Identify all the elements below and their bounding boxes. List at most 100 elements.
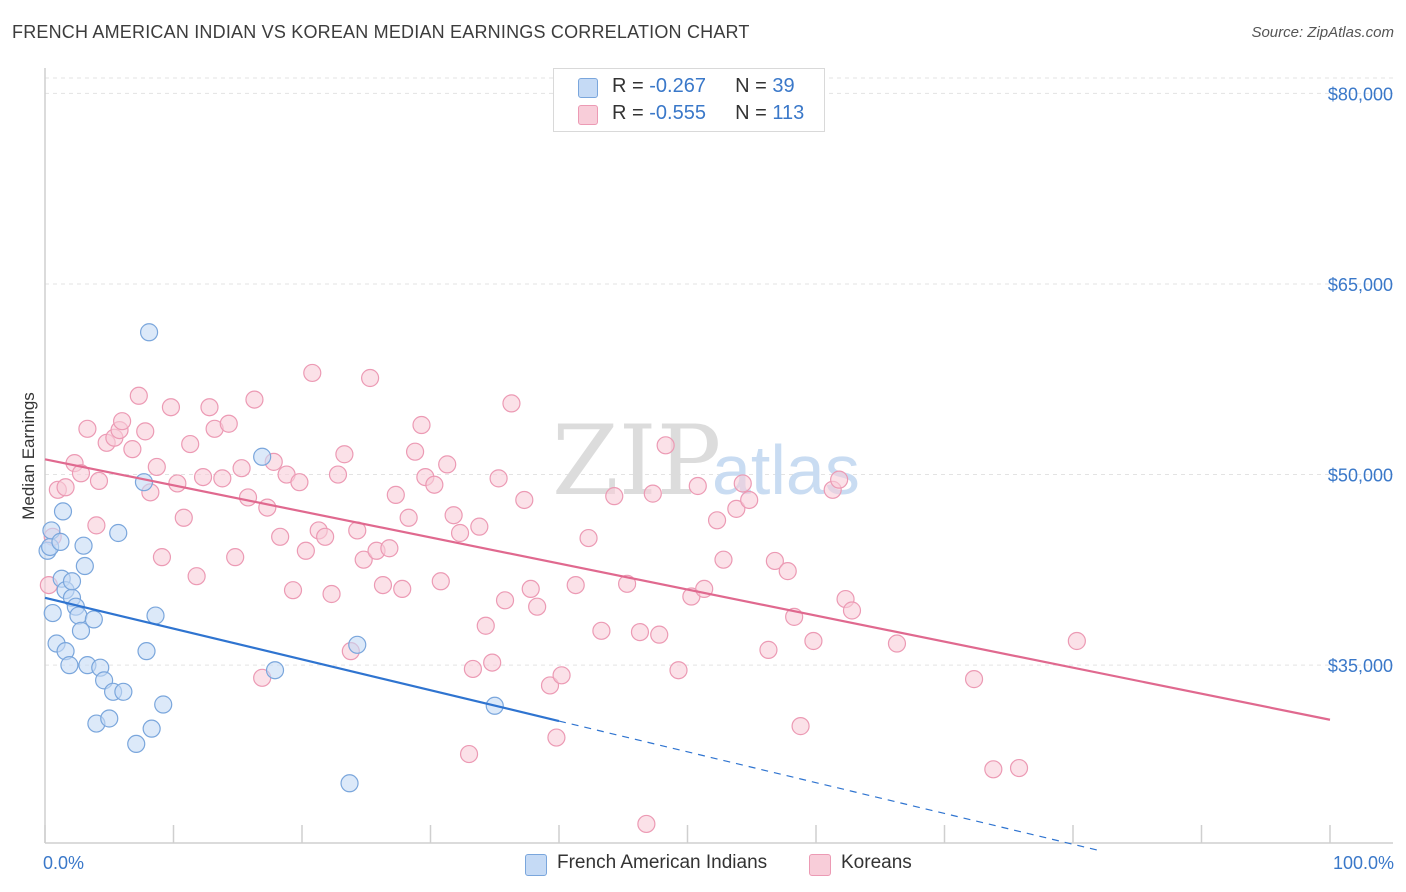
- data-point: [386, 485, 405, 504]
- data-point: [714, 550, 733, 569]
- trend-lines: [44, 458, 1331, 852]
- y-axis-label: Median Earnings: [19, 392, 38, 520]
- data-point: [74, 536, 93, 555]
- data-point: [733, 474, 752, 493]
- data-point: [89, 471, 109, 491]
- data-point: [495, 591, 515, 610]
- data-point: [528, 597, 547, 616]
- data-point: [109, 523, 128, 543]
- axes: [44, 68, 1393, 844]
- data-point: [112, 412, 132, 431]
- data-point: [643, 484, 662, 503]
- data-point: [129, 386, 148, 405]
- data-point: [887, 634, 907, 653]
- data-point: [78, 419, 97, 438]
- data-point: [168, 474, 187, 493]
- legend-text: R = -0.555 N = 113: [612, 102, 804, 125]
- data-point: [53, 502, 73, 521]
- data-point: [232, 459, 251, 478]
- data-point: [1067, 631, 1086, 651]
- trend-line-koreans: [44, 458, 1331, 721]
- x-ticks: [44, 825, 1331, 843]
- data-point: [425, 475, 444, 494]
- legend-swatch-pink: [578, 105, 598, 125]
- series-legend-label: Koreans: [841, 852, 912, 873]
- data-point: [842, 601, 862, 620]
- y-tick-label: $50,000: [1328, 466, 1393, 486]
- data-point: [303, 363, 322, 383]
- data-point: [245, 390, 264, 409]
- correlation-legend: R = -0.267 N = 39 R = -0.555 N = 113: [553, 68, 825, 132]
- legend-r-label: R =: [612, 102, 650, 124]
- data-point: [193, 467, 213, 487]
- data-point: [290, 473, 309, 492]
- data-point: [348, 635, 367, 654]
- data-point: [444, 506, 463, 525]
- data-point: [804, 631, 823, 651]
- data-point: [354, 550, 373, 569]
- data-point: [380, 539, 399, 558]
- data-point: [134, 473, 154, 492]
- data-point: [114, 682, 133, 701]
- trend-line-french-american-indians: [44, 596, 560, 723]
- data-point: [219, 414, 238, 433]
- data-point: [778, 562, 797, 581]
- data-point: [759, 640, 778, 659]
- data-point: [56, 478, 75, 497]
- data-point: [84, 610, 103, 629]
- data-point: [181, 434, 200, 454]
- data-point: [71, 621, 91, 640]
- data-point: [258, 498, 277, 517]
- data-point: [75, 556, 94, 576]
- x-tick-label-max: 100.0%: [1333, 853, 1394, 873]
- french-american-indian-points: [38, 323, 504, 793]
- y-tick-labels: $35,000 $50,000 $65,000 $80,000: [1328, 84, 1393, 676]
- data-point: [521, 579, 540, 599]
- data-point: [322, 584, 341, 604]
- series-swatch-blue: [525, 854, 547, 876]
- data-point: [100, 709, 119, 728]
- data-point: [123, 440, 142, 459]
- data-point: [51, 532, 70, 551]
- data-point: [127, 734, 146, 754]
- data-point: [137, 642, 156, 661]
- grid: [45, 77, 1393, 666]
- data-point: [502, 394, 521, 413]
- data-point: [373, 575, 393, 595]
- series-legend: French American Indians Koreans: [0, 852, 1406, 878]
- data-point: [340, 774, 359, 793]
- chart-source: Source: ZipAtlas.com: [1251, 24, 1394, 41]
- data-point: [316, 527, 335, 546]
- data-point: [791, 717, 810, 736]
- data-point: [154, 695, 173, 714]
- data-point: [552, 666, 571, 685]
- data-point: [765, 551, 784, 571]
- watermark: ZIP atlas: [552, 405, 860, 517]
- data-point: [540, 676, 560, 695]
- y-tick-label: $80,000: [1328, 84, 1393, 104]
- data-point: [830, 470, 849, 489]
- data-point: [265, 661, 285, 680]
- data-point: [161, 398, 181, 417]
- data-point: [296, 541, 315, 560]
- data-point: [146, 606, 165, 625]
- data-point: [459, 744, 479, 764]
- data-point: [740, 490, 759, 510]
- data-point: [707, 511, 727, 530]
- data-point: [136, 422, 155, 441]
- data-point: [489, 469, 508, 488]
- data-point: [650, 625, 669, 644]
- data-point: [393, 579, 412, 599]
- data-point: [605, 487, 624, 506]
- data-point: [271, 527, 290, 546]
- data-point: [688, 476, 707, 496]
- data-point: [253, 447, 272, 466]
- data-point: [476, 616, 495, 635]
- data-point: [1009, 758, 1029, 778]
- legend-swatch-blue: [578, 78, 598, 98]
- watermark-zip: ZIP: [552, 405, 721, 517]
- data-point: [463, 659, 483, 679]
- series-swatch-pink: [809, 854, 831, 876]
- korean-points: [39, 363, 1086, 834]
- data-point: [669, 661, 688, 680]
